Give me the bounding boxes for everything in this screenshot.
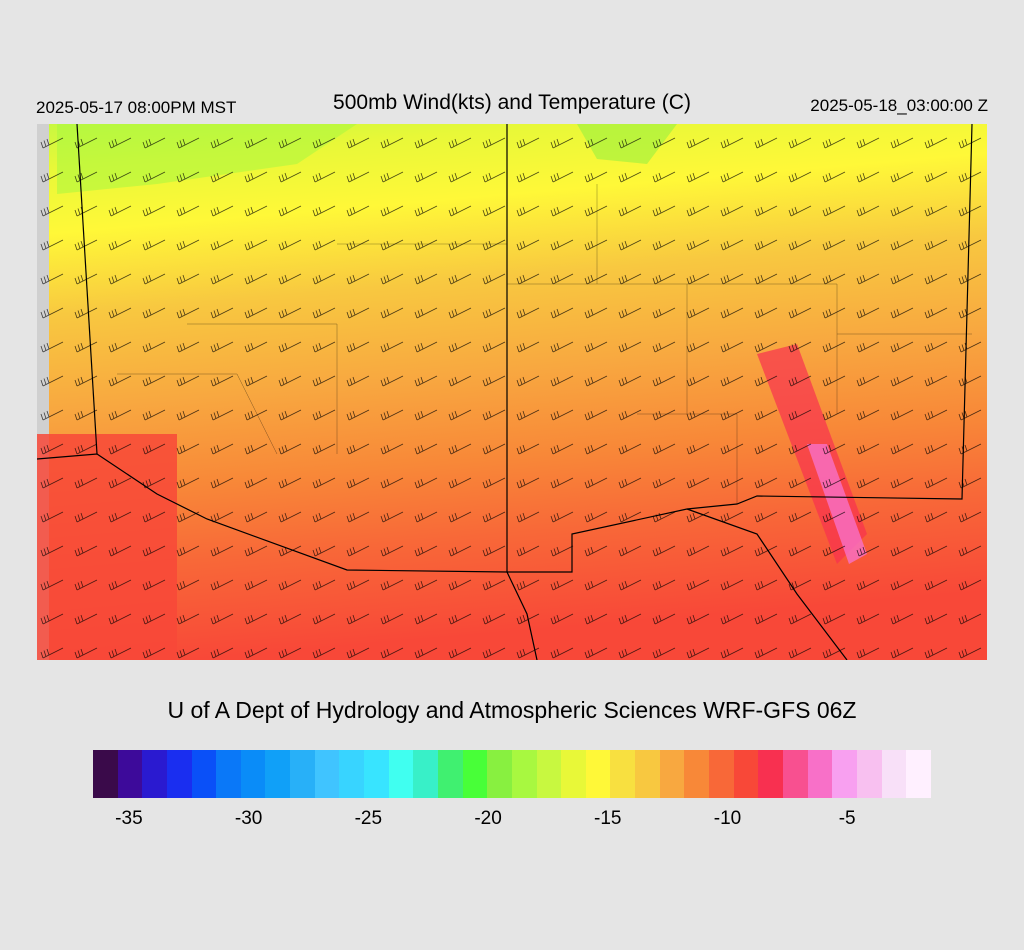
colorbar-swatch — [117, 750, 143, 798]
colorbar-swatch — [511, 750, 537, 798]
local-time-label: 2025-05-17 08:00PM MST — [36, 98, 237, 117]
colorbar-swatch — [536, 750, 562, 798]
colorbar-swatch — [265, 750, 291, 798]
colorbar-tick-label: -20 — [474, 808, 502, 829]
credit-label: U of A Dept of Hydrology and Atmospheric… — [167, 697, 857, 723]
colorbar-tick-label: -25 — [354, 808, 383, 829]
colorbar-tick-label: -10 — [713, 808, 742, 829]
colorbar-swatch — [585, 750, 611, 798]
colorbar-swatch — [782, 750, 808, 798]
colorbar-swatch — [191, 750, 217, 798]
colorbar-swatch — [561, 750, 586, 798]
colorbar-swatch — [166, 750, 192, 798]
colorbar-tick-label: -30 — [234, 808, 263, 829]
colorbar-ticks: -35 -30 -25 -20 -15 -10 -5 — [0, 808, 1024, 838]
colorbar-tick-label: -35 — [115, 808, 143, 829]
colorbar-tick-label: -15 — [594, 808, 622, 829]
colorbar-swatch — [906, 750, 931, 798]
map-title: 500mb Wind(kts) and Temperature (C) — [333, 91, 691, 114]
colorbar-swatch — [733, 750, 759, 798]
colorbar-swatch — [314, 750, 340, 798]
temperature-wind-map — [37, 124, 987, 660]
colorbar-swatch — [487, 750, 512, 798]
colorbar-swatch — [832, 750, 857, 798]
colorbar-swatch — [758, 750, 783, 798]
colorbar-swatch — [339, 750, 365, 798]
colorbar-swatch — [142, 750, 167, 798]
colorbar-swatch — [290, 750, 315, 798]
colorbar-swatch — [413, 750, 438, 798]
colorbar-tick-label: -5 — [838, 808, 856, 829]
county-boundaries — [117, 184, 972, 504]
colorbar-swatch — [709, 750, 734, 798]
colorbar-swatch — [684, 750, 710, 798]
state-boundaries — [37, 124, 973, 660]
colorbar-swatch — [93, 750, 118, 798]
colorbar-swatch — [388, 750, 414, 798]
colorbar-swatch — [635, 750, 660, 798]
utc-time-label: 2025-05-18_03:00:00 Z — [810, 96, 988, 115]
colorbar-swatch — [437, 750, 463, 798]
wind-barbs — [37, 124, 987, 660]
colorbar-swatch — [240, 750, 266, 798]
colorbar-swatch — [364, 750, 389, 798]
temperature-colorbar — [93, 750, 931, 798]
colorbar-swatch — [659, 750, 685, 798]
colorbar-swatch — [856, 750, 882, 798]
colorbar-swatch — [881, 750, 907, 798]
colorbar-swatch — [216, 750, 241, 798]
colorbar-swatch — [610, 750, 636, 798]
colorbar-swatch — [807, 750, 833, 798]
colorbar-swatch — [462, 750, 488, 798]
